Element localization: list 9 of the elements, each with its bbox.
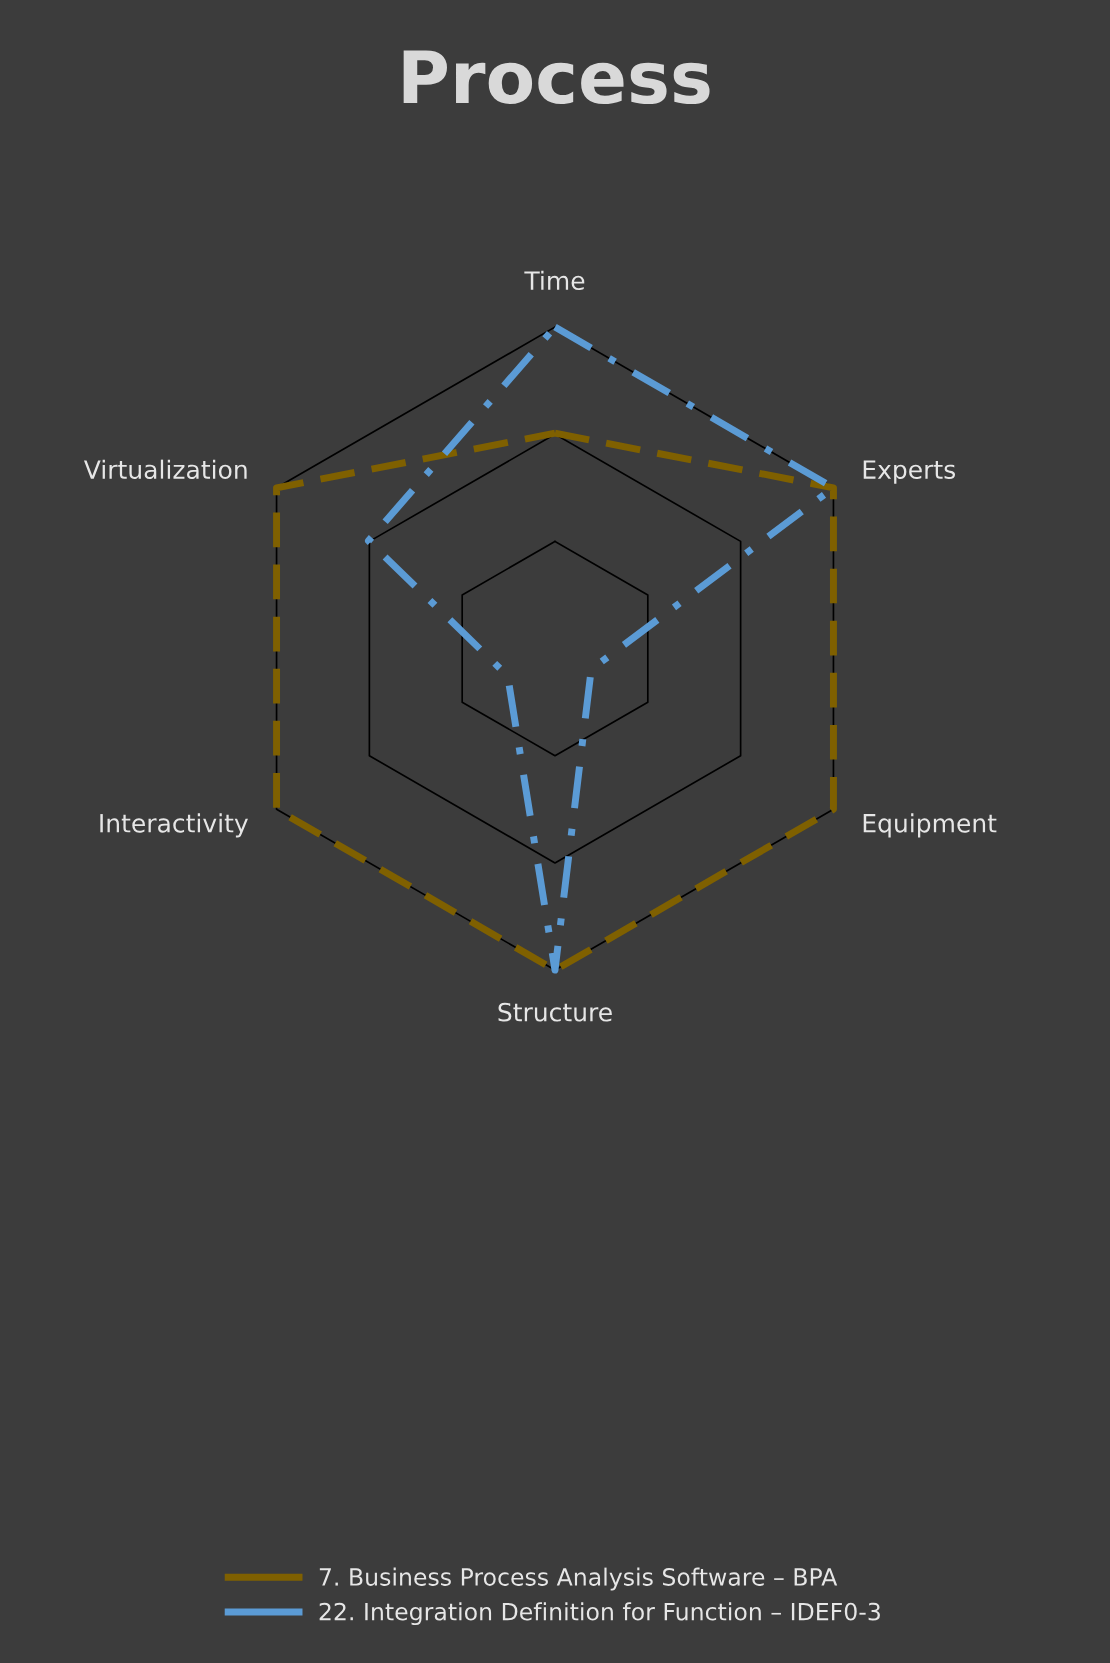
legend-label: 7. Business Process Analysis Software – BPA (319, 1567, 838, 1591)
chart-title: Process (403, 50, 710, 105)
spoke-label: Time (524, 270, 585, 291)
legend-label: 22. Integration Definition for Function – IDEF0-3 (319, 1602, 880, 1626)
spoke-label: Interactivity (100, 813, 248, 838)
spoke-label: Virtualization (83, 459, 247, 479)
spoke-label: Structure (498, 1002, 612, 1022)
spoke-label: Experts (863, 460, 956, 484)
spoke-label: Equipment (863, 813, 997, 838)
